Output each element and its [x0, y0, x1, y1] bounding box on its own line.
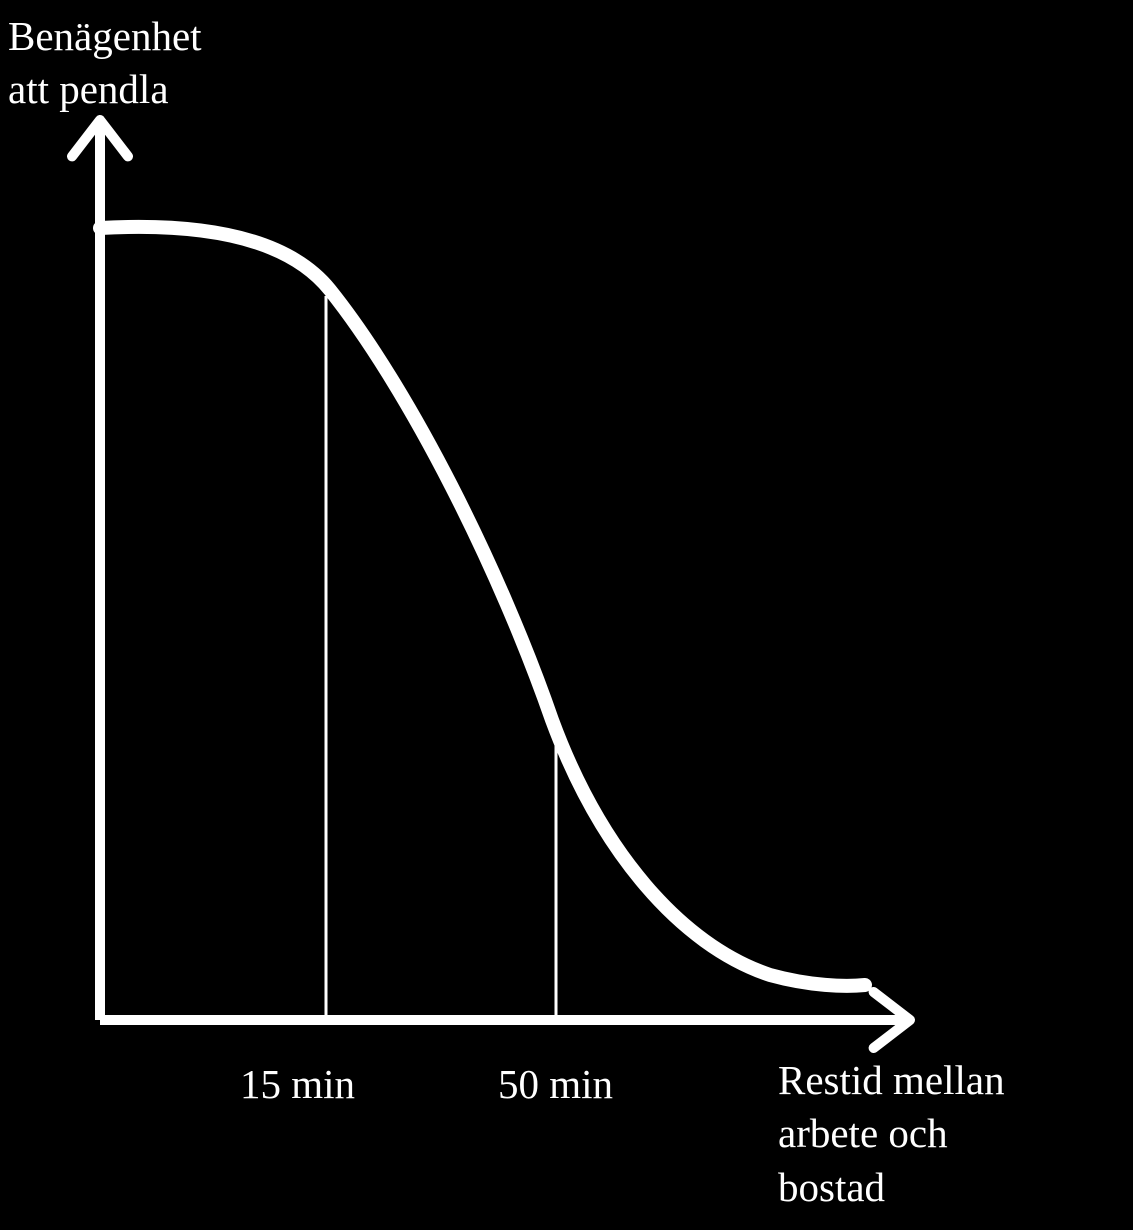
- x-axis-label: Restid mellan arbete och bostad: [778, 1054, 1005, 1214]
- tick-label-15min: 15 min: [240, 1060, 355, 1108]
- chart-svg: [0, 0, 1133, 1230]
- tick-label-50min: 50 min: [498, 1060, 613, 1108]
- decay-curve: [100, 227, 865, 986]
- y-axis-label: Benägenhet att pendla: [8, 10, 202, 117]
- chart-container: Benägenhet att pendla Restid mellan arbe…: [0, 0, 1133, 1230]
